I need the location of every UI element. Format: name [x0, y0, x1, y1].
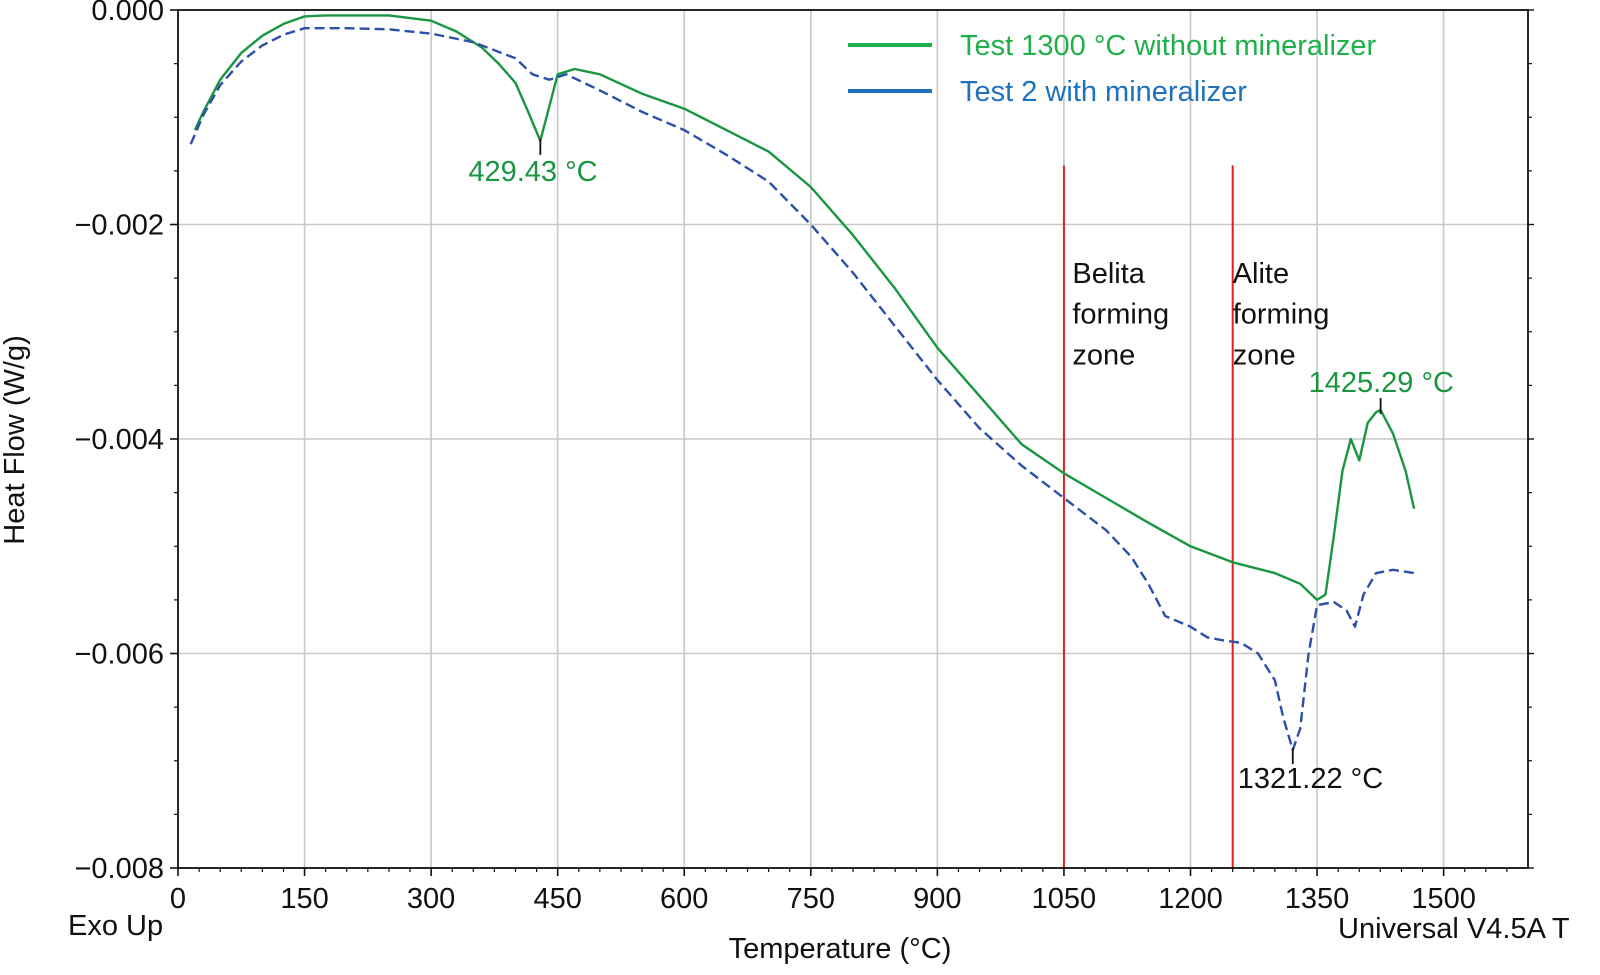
x-tick-label: 1200 — [1158, 883, 1223, 915]
x-tick-label: 750 — [787, 883, 835, 915]
x-tick-label: 150 — [280, 883, 328, 915]
x-tick-label: 900 — [913, 883, 961, 915]
x-tick-label: 1050 — [1032, 883, 1097, 915]
zone-label-line: zone — [1072, 339, 1135, 371]
peak-annotation: 1425.29 °C — [1309, 367, 1454, 399]
zone-label-line: forming — [1233, 299, 1330, 331]
series-lines — [189, 14, 1416, 752]
zone-label-line: forming — [1072, 299, 1169, 331]
x-tick-label: 450 — [533, 883, 581, 915]
y-tick-label: −0.004 — [74, 424, 164, 456]
y-tick-label: −0.008 — [74, 853, 164, 885]
zone-label-line: Belita — [1072, 258, 1145, 290]
tick-labels: 0 150 300 450 600 750 900 1050 1200 1350 1500 0.000… — [74, 0, 1475, 915]
x-tick-label: 600 — [660, 883, 708, 915]
grid — [178, 9, 1528, 869]
x-tick-label: 1500 — [1411, 883, 1476, 915]
y-axis-title: Heat Flow (W/g) — [0, 335, 31, 544]
series-line-without-mineralizer — [193, 14, 1416, 602]
exo-up-label: Exo Up — [68, 910, 163, 942]
annotations: 429.43 °C 1321.22 °C 1425.29 °C — [468, 138, 1454, 795]
y-tick-label: −0.002 — [74, 210, 164, 242]
axes — [170, 9, 1534, 876]
x-tick-label: 300 — [407, 883, 455, 915]
zone-label-line: zone — [1233, 339, 1296, 371]
series-line-with-mineralizer — [189, 27, 1415, 752]
zone-label-line: Alite — [1233, 258, 1289, 290]
x-tick-label: 0 — [170, 883, 186, 915]
x-tick-label: 1350 — [1285, 883, 1350, 915]
legend: Test 1300 °C without mineralizer Test 2 w… — [848, 30, 1377, 108]
zone-boundary-lines — [1062, 165, 1234, 868]
y-tick-label: 0.000 — [91, 0, 164, 27]
x-axis-title: Temperature (°C) — [729, 933, 952, 965]
zone-labels: Belita forming zone Alite forming zone — [1072, 258, 1329, 372]
peak-annotation: 1321.22 °C — [1238, 763, 1383, 795]
legend-label: Test 2 with mineralizer — [960, 76, 1247, 108]
software-version-label: Universal V4.5A T — [1338, 913, 1570, 945]
legend-label: Test 1300 °C without mineralizer — [960, 30, 1377, 62]
y-tick-label: −0.006 — [74, 639, 164, 671]
peak-annotation: 429.43 °C — [468, 156, 597, 188]
